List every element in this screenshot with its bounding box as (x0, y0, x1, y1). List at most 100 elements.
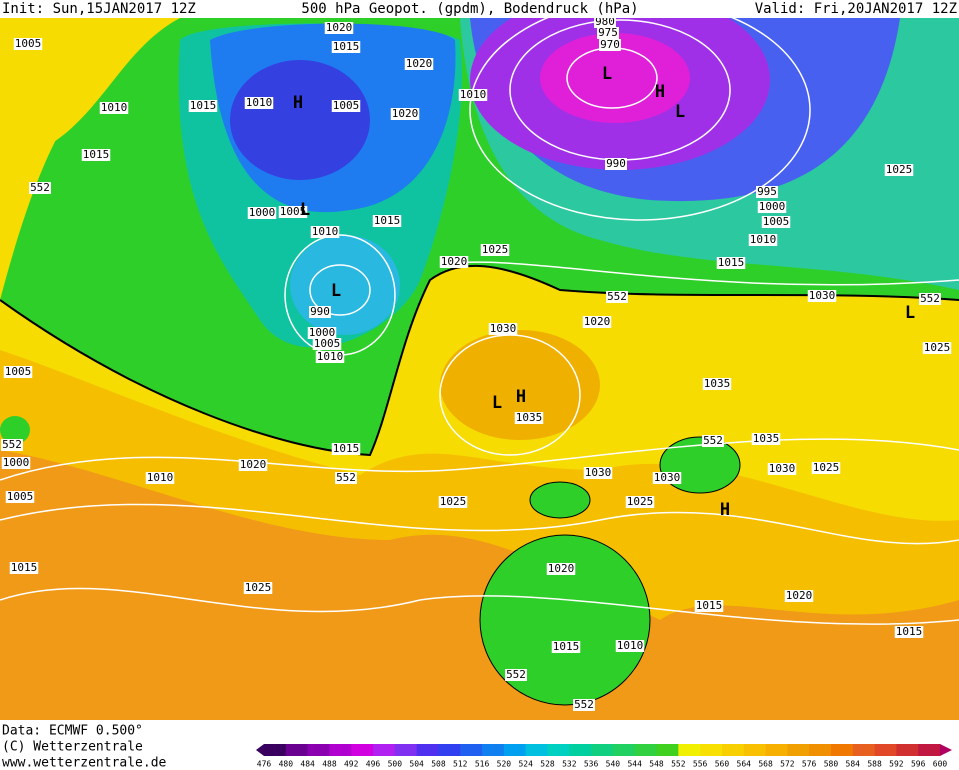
geopotential-label: 552 (607, 290, 627, 303)
colorbar-segment (569, 744, 592, 756)
pressure-center: L (905, 303, 915, 323)
colorbar-segment (329, 744, 352, 756)
contour-552 (0, 264, 959, 457)
colorbar-segment (373, 744, 396, 756)
isobar-label: 1035 (516, 411, 543, 424)
isobar-label-box (807, 290, 837, 302)
isobar-label-box (811, 462, 841, 474)
colorbar: 476 480 484 488 492 496 500 504 508 512 516 520 524 5… (256, 744, 952, 769)
isobar-label: 1015 (696, 599, 723, 612)
isobar-label-box (307, 327, 337, 339)
isobar-label-box (702, 378, 732, 390)
field-high-uk (440, 330, 600, 440)
colorbar-segment (525, 744, 548, 756)
geopotential-label-box (702, 435, 724, 447)
isobar-label-box (546, 563, 576, 575)
isobar-label: 1030 (769, 462, 796, 475)
isobar-label: 1015 (374, 214, 401, 227)
isobar-label-box (458, 89, 488, 101)
pressure-center: H (293, 93, 303, 113)
isobar-label-box (488, 323, 518, 335)
isobar-label: 1020 (584, 315, 611, 328)
colorbar-label: 580 (824, 760, 839, 769)
isobar-label-box (331, 41, 361, 53)
colorbar-segment (634, 744, 658, 756)
isobar-label-box (922, 342, 952, 354)
isobar-label-box (551, 641, 581, 653)
geopotential-label-box (919, 293, 941, 305)
isobar-label-box (784, 590, 814, 602)
isobar-label: 1030 (809, 289, 836, 302)
isobar-label: 1000 (309, 326, 336, 339)
isobar-label: 1000 (759, 200, 786, 213)
isobar-label: 1020 (406, 57, 433, 70)
isobar-label: 1010 (312, 225, 339, 238)
colorbar-segment (482, 744, 505, 756)
colorbar-label: 524 (518, 760, 533, 769)
isobar-label: 1025 (482, 243, 509, 256)
header-band (0, 0, 959, 18)
isobar-label: 990 (606, 157, 626, 170)
geopotential-label-box (573, 699, 595, 711)
colorbar-arrow-left (256, 744, 264, 756)
isobar-label: 1010 (460, 88, 487, 101)
isobar-label: 1015 (718, 256, 745, 269)
colorbar-segment (547, 744, 570, 756)
isobar-label: 995 (757, 185, 777, 198)
data-source: Data: ECMWF 0.500° (2, 724, 143, 739)
isobar-label: 1030 (654, 471, 681, 484)
copyright: (C) Wetterzentrale (2, 740, 143, 755)
isobar-label-box (748, 234, 778, 246)
geopotential-label: 552 (2, 438, 22, 451)
isobar-label-box (324, 22, 354, 34)
isobar-label-box (145, 472, 175, 484)
colorbar-label: 508 (431, 760, 446, 769)
isobar-label: 1005 (280, 205, 307, 218)
colorbar-arrow-right (940, 744, 952, 756)
isobar-label-box (438, 496, 468, 508)
colorbar-segment (765, 744, 788, 756)
isobar-label: 1035 (753, 432, 780, 445)
colorbar-segment (264, 744, 287, 756)
pressure-center: L (331, 281, 341, 301)
colorbar-segment (787, 744, 810, 756)
isobar-label-box (615, 640, 645, 652)
colorbar-label: 548 (649, 760, 664, 769)
colorbar-segment (896, 744, 919, 756)
field-cyan-low (290, 235, 400, 335)
isobar-label: 1030 (585, 466, 612, 479)
isobar-label: 1020 (392, 107, 419, 120)
isobar-label-box (751, 433, 781, 445)
isobar-label-box (238, 459, 268, 471)
isobar-label-box (757, 201, 787, 213)
field-green-spain (529, 481, 591, 519)
isobar-label-box (247, 207, 277, 219)
geopotential-label-box (505, 669, 527, 681)
colorbar-label: 556 (693, 760, 708, 769)
isobar (309, 264, 371, 316)
colorbar-segment (394, 744, 418, 756)
colorbar-segment (700, 744, 723, 756)
isobar-label: 1010 (147, 471, 174, 484)
colorbar-label: 560 (715, 760, 730, 769)
isobar-label-box (404, 58, 434, 70)
field-green-west (0, 416, 30, 444)
isobar-label: 1010 (101, 101, 128, 114)
isobar (469, 0, 811, 221)
pressure-center: L (602, 64, 612, 84)
isobar-label-box (756, 186, 778, 198)
isobar-label: 1020 (786, 589, 813, 602)
isobar-label-box (597, 27, 619, 39)
isobar-label: 1015 (333, 442, 360, 455)
geopotential-label: 552 (506, 668, 526, 681)
isobar (0, 503, 959, 545)
colorbar-label: 500 (388, 760, 403, 769)
isobar-label-box (884, 164, 914, 176)
isobar-label: 1025 (627, 495, 654, 508)
isobar-label-box (761, 216, 791, 228)
colorbar-segment (503, 744, 527, 756)
valid-time: Valid: Fri,20JAN2017 12Z (755, 1, 957, 17)
colorbar-segment (416, 744, 439, 756)
isobar-label: 1020 (240, 458, 267, 471)
